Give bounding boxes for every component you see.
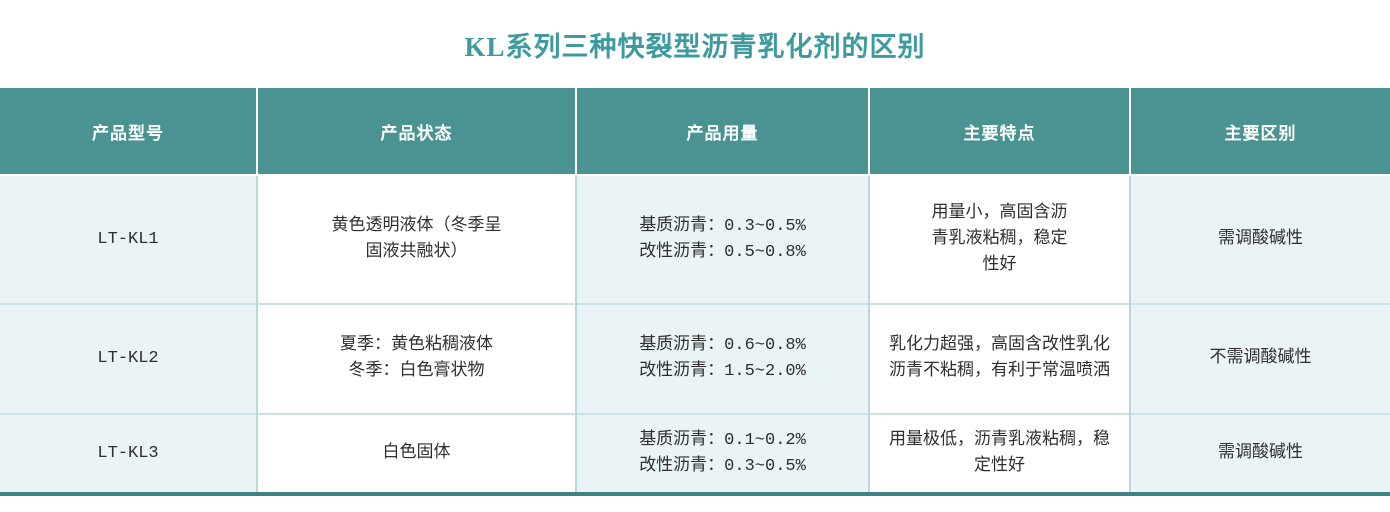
page: KL系列三种快裂型沥青乳化剂的区别 产品型号 产品状态 产品用量 主要特点 主要… [0, 31, 1390, 496]
cell-model: LT-KL3 [0, 413, 257, 494]
page-title: KL系列三种快裂型沥青乳化剂的区别 [464, 31, 926, 62]
table-row-ltkl1: LT-KL1 黄色透明液体（冬季呈 固液共融状） 基质沥青：0.3~0.5% 改… [0, 175, 1390, 304]
cell-model: LT-KL2 [0, 303, 257, 414]
cell-dosage: 基质沥青：0.3~0.5% 改性沥青：0.5~0.8% [575, 175, 869, 304]
col-header-state: 产品状态 [256, 88, 576, 176]
col-header-features: 主要特点 [868, 88, 1130, 176]
cell-features: 用量小，高固含沥 青乳液粘稠，稳定 性好 [868, 175, 1130, 304]
cell-model: LT-KL1 [0, 175, 257, 304]
col-header-dosage: 产品用量 [575, 88, 869, 176]
header-row: 产品型号 产品状态 产品用量 主要特点 主要区别 [0, 88, 1390, 176]
cell-difference: 需调酸碱性 [1129, 175, 1390, 304]
cell-dosage: 基质沥青：0.6~0.8% 改性沥青：1.5~2.0% [575, 303, 869, 414]
cell-state: 黄色透明液体（冬季呈 固液共融状） [256, 175, 576, 304]
cell-difference: 需调酸碱性 [1129, 413, 1390, 494]
cell-features: 用量极低，沥青乳液粘稠，稳 定性好 [868, 413, 1130, 494]
table-row-ltkl3: LT-KL3 白色固体 基质沥青：0.1~0.2% 改性沥青：0.3~0.5% … [0, 413, 1390, 494]
cell-difference: 不需调酸碱性 [1129, 303, 1390, 414]
cell-state: 白色固体 [256, 413, 576, 494]
col-header-difference: 主要区别 [1129, 88, 1390, 176]
cell-features: 乳化力超强，高固含改性乳化 沥青不粘稠，有利于常温喷洒 [868, 303, 1130, 414]
cell-dosage: 基质沥青：0.1~0.2% 改性沥青：0.3~0.5% [575, 413, 869, 494]
table-row-ltkl2: LT-KL2 夏季：黄色粘稠液体 冬季：白色膏状物 基质沥青：0.6~0.8% … [0, 303, 1390, 414]
cell-state: 夏季：黄色粘稠液体 冬季：白色膏状物 [256, 303, 576, 414]
col-header-model: 产品型号 [0, 88, 257, 176]
product-comparison-table: 产品型号 产品状态 产品用量 主要特点 主要区别 LT-KL1 黄色透明液体（冬… [0, 88, 1390, 496]
